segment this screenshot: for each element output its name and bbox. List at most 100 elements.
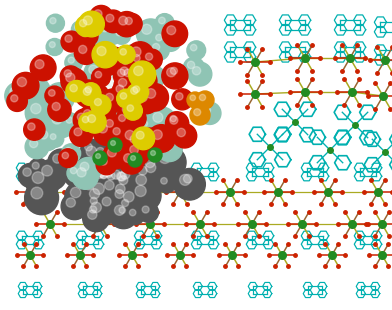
Circle shape — [152, 130, 162, 140]
Circle shape — [126, 206, 145, 224]
Circle shape — [100, 56, 119, 75]
Circle shape — [161, 141, 168, 148]
Circle shape — [140, 157, 169, 186]
Circle shape — [101, 73, 111, 83]
Circle shape — [136, 131, 144, 139]
Circle shape — [52, 114, 62, 124]
Circle shape — [75, 157, 101, 183]
Circle shape — [65, 35, 72, 42]
Circle shape — [79, 113, 97, 131]
Circle shape — [79, 105, 102, 129]
Circle shape — [105, 47, 126, 68]
Circle shape — [100, 82, 107, 89]
Circle shape — [127, 105, 134, 111]
Circle shape — [94, 159, 126, 190]
Circle shape — [85, 86, 92, 93]
Circle shape — [120, 67, 128, 75]
Circle shape — [144, 138, 150, 144]
Circle shape — [74, 128, 82, 136]
Circle shape — [100, 21, 110, 32]
Circle shape — [101, 102, 128, 129]
Circle shape — [39, 130, 48, 139]
Circle shape — [93, 167, 105, 179]
Circle shape — [142, 49, 162, 70]
Circle shape — [83, 16, 93, 25]
Circle shape — [131, 127, 152, 148]
Circle shape — [79, 84, 101, 105]
Circle shape — [61, 31, 82, 52]
Circle shape — [61, 68, 87, 95]
Circle shape — [103, 86, 110, 93]
Circle shape — [106, 85, 131, 109]
Circle shape — [89, 206, 97, 213]
Circle shape — [89, 6, 113, 29]
Circle shape — [87, 161, 120, 193]
Circle shape — [74, 169, 84, 179]
Circle shape — [105, 93, 114, 102]
Circle shape — [79, 11, 104, 37]
Circle shape — [50, 18, 56, 24]
Circle shape — [122, 199, 129, 206]
Circle shape — [126, 42, 154, 69]
Circle shape — [84, 181, 93, 190]
Circle shape — [49, 90, 55, 96]
Circle shape — [139, 128, 162, 151]
Circle shape — [126, 166, 134, 174]
Circle shape — [123, 51, 130, 59]
Circle shape — [126, 132, 146, 152]
Circle shape — [116, 184, 125, 194]
Circle shape — [136, 73, 145, 82]
Circle shape — [88, 78, 107, 97]
Circle shape — [119, 90, 145, 117]
Circle shape — [119, 176, 128, 185]
Circle shape — [92, 152, 124, 184]
Circle shape — [142, 206, 149, 213]
Circle shape — [136, 19, 165, 48]
Circle shape — [123, 82, 149, 108]
Circle shape — [83, 110, 92, 118]
Circle shape — [45, 83, 74, 112]
Circle shape — [131, 156, 136, 161]
Circle shape — [169, 114, 189, 134]
Circle shape — [142, 24, 152, 34]
Circle shape — [83, 88, 91, 95]
Circle shape — [107, 88, 134, 115]
Circle shape — [118, 69, 125, 77]
Circle shape — [99, 170, 107, 179]
Circle shape — [187, 61, 195, 69]
Circle shape — [66, 73, 75, 82]
Circle shape — [111, 160, 120, 169]
Circle shape — [103, 92, 110, 99]
Circle shape — [104, 60, 110, 66]
Circle shape — [25, 181, 58, 215]
Circle shape — [89, 104, 115, 131]
Circle shape — [146, 89, 156, 98]
Circle shape — [132, 127, 155, 150]
Circle shape — [133, 78, 162, 108]
Circle shape — [119, 207, 125, 213]
Circle shape — [83, 83, 109, 110]
Circle shape — [48, 98, 71, 122]
Circle shape — [110, 94, 130, 113]
Circle shape — [165, 112, 189, 135]
Circle shape — [107, 148, 116, 157]
Circle shape — [47, 131, 64, 147]
Circle shape — [74, 24, 81, 30]
Circle shape — [100, 165, 111, 176]
Circle shape — [158, 138, 176, 156]
Circle shape — [88, 210, 97, 219]
Circle shape — [63, 157, 94, 188]
Circle shape — [118, 101, 142, 125]
Circle shape — [94, 80, 124, 110]
Circle shape — [130, 169, 161, 199]
Circle shape — [103, 167, 113, 176]
Circle shape — [109, 63, 115, 69]
Circle shape — [81, 152, 114, 185]
Circle shape — [53, 154, 62, 163]
Circle shape — [127, 83, 147, 104]
Circle shape — [90, 197, 97, 204]
Circle shape — [120, 125, 147, 152]
Circle shape — [110, 142, 134, 166]
Circle shape — [100, 162, 123, 185]
Circle shape — [135, 185, 146, 197]
